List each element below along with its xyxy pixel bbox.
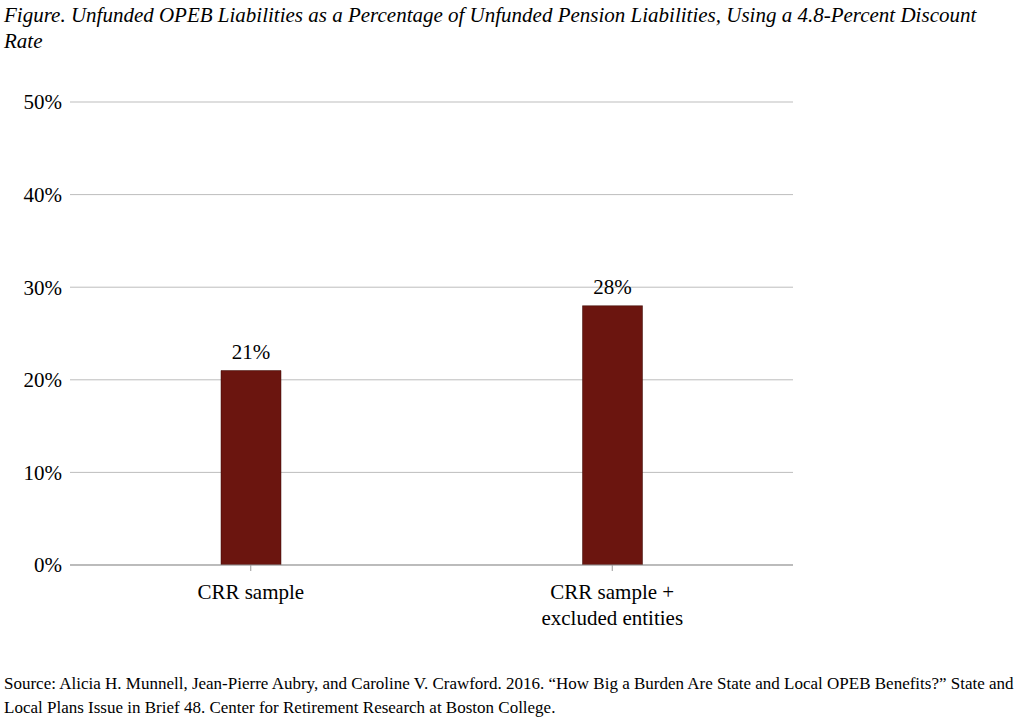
html-text:Figure. Unfunded OPEB Liabilit: Figure. Unfunded OPEB Liabilities as a P… xyxy=(4,3,977,53)
svg-text:40%: 40% xyxy=(24,183,63,207)
svg-text:30%: 30% xyxy=(24,276,63,300)
html-text:Source: Alicia H. Munnell, Jea: Source: Alicia H. Munnell, Jean-Pierre A… xyxy=(4,674,1014,717)
svg-text:0%: 0% xyxy=(34,553,62,577)
svg-text:20%: 20% xyxy=(24,368,63,392)
svg-text:21%: 21% xyxy=(232,340,271,364)
svg-text:10%: 10% xyxy=(24,461,63,485)
svg-text:CRR sample +excluded entities: CRR sample +excluded entities xyxy=(541,580,683,630)
svg-text:28%: 28% xyxy=(593,275,632,299)
svg-text:CRR sample: CRR sample xyxy=(197,580,304,604)
svg-text:50%: 50% xyxy=(24,90,63,114)
